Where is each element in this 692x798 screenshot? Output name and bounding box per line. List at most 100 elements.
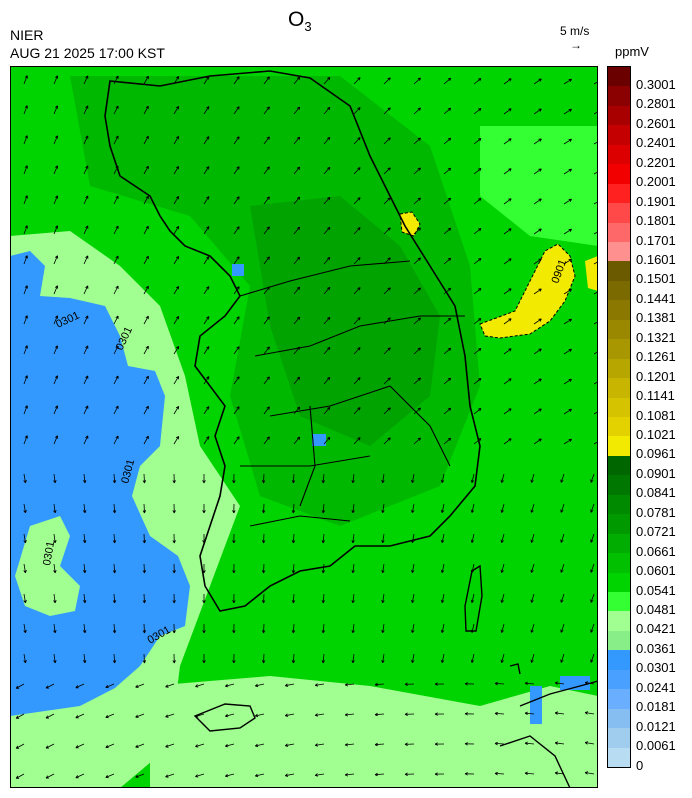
wind-arrow-icon [563, 408, 572, 415]
wind-arrow-icon [411, 563, 415, 574]
wind-arrow-icon [314, 713, 325, 717]
wind-arrow-icon [530, 533, 535, 543]
wind-arrow-icon [232, 473, 236, 484]
wind-arrow-icon [261, 653, 266, 664]
wind-arrow-icon [232, 623, 236, 634]
field-blue-spot [232, 264, 244, 276]
wind-arrow-icon [113, 225, 119, 235]
wind-arrow-icon [563, 168, 572, 175]
contour-label: 0301 [41, 540, 57, 566]
wind-arrow-icon [82, 593, 87, 604]
wind-arrow-icon [143, 315, 149, 325]
wind-arrow-icon [173, 405, 180, 415]
wind-arrow-icon [263, 376, 270, 385]
wind-arrow-icon [53, 653, 57, 664]
wind-arrow-icon [524, 771, 535, 776]
wind-arrow-icon [470, 623, 475, 633]
wind-arrow-icon [172, 653, 176, 664]
wind-arrow-icon [53, 473, 57, 484]
wind-arrow-icon [443, 377, 452, 385]
wind-arrow-icon [15, 683, 25, 689]
wind-arrow-icon [473, 78, 482, 85]
wind-arrow-icon [533, 198, 542, 205]
wind-arrow-icon [82, 473, 87, 484]
wind-arrow-icon [473, 198, 482, 205]
wind-arrow-icon [413, 287, 421, 295]
wind-arrow-icon [293, 136, 301, 145]
wind-arrow-icon [560, 473, 565, 483]
wind-arrow-icon [500, 533, 505, 543]
wind-arrow-icon [105, 683, 115, 689]
wind-arrow-icon [434, 742, 445, 746]
wind-arrow-icon [323, 436, 331, 445]
wind-arrow-icon [321, 533, 326, 544]
wind-arrow-icon [323, 76, 331, 85]
colorbar-swatch [608, 144, 630, 165]
wind-arrow-icon [533, 228, 542, 235]
wind-arrow-icon [143, 195, 149, 205]
colorbar-swatch [608, 475, 630, 496]
wind-arrow-icon [82, 653, 87, 664]
wind-arrow-icon [143, 345, 149, 355]
wind-arrow-icon [82, 533, 87, 544]
wind-arrow-icon [323, 136, 331, 145]
wind-arrow-icon [293, 106, 301, 115]
wind-arrow-icon [203, 136, 210, 145]
wind-arrow-icon [172, 623, 176, 634]
colorbar [607, 66, 631, 768]
wind-arrow-icon [23, 135, 28, 145]
wind-arrow-icon [75, 773, 85, 779]
colorbar-swatch [608, 708, 630, 729]
wind-arrow-icon [344, 773, 355, 777]
wind-arrow-icon [15, 713, 25, 719]
colorbar-label: 0.1901 [636, 193, 676, 209]
wind-arrow-icon [381, 473, 385, 484]
wind-arrow-icon [23, 345, 28, 355]
colorbar-swatch [608, 319, 630, 340]
colorbar-swatch [608, 455, 630, 476]
wind-arrow-icon [411, 653, 415, 664]
wind-arrow-icon [143, 75, 149, 85]
wind-arrow-icon [524, 711, 535, 716]
colorbar-label: 0.1141 [636, 388, 675, 404]
wind-arrow-icon [263, 406, 270, 415]
colorbar-label: 0.2401 [636, 135, 676, 151]
colorbar-label: 0.0121 [636, 718, 676, 734]
wind-arrow-icon [82, 623, 87, 634]
wind-arrow-icon [45, 713, 55, 719]
colorbar-label: 0.0901 [636, 465, 676, 481]
wind-arrow-icon [473, 168, 482, 175]
wind-arrow-icon [351, 563, 355, 574]
wind-arrow-icon [173, 375, 180, 385]
wind-arrow-icon [202, 624, 206, 634]
wind-arrow-icon [293, 346, 301, 355]
wind-arrow-icon [374, 712, 385, 717]
wind-arrow-icon [383, 227, 391, 235]
wind-arrow-icon [172, 503, 176, 514]
wind-arrow-icon [23, 165, 28, 175]
wind-arrow-icon [470, 533, 475, 543]
header-org: NIER [10, 27, 44, 43]
wind-arrow-icon [112, 623, 117, 634]
wind-arrow-icon [82, 503, 87, 514]
colorbar-label: 0.2601 [636, 115, 676, 131]
colorbar-label: 0.1441 [636, 290, 676, 306]
colorbar-swatch [608, 417, 630, 437]
wind-arrow-icon [203, 76, 210, 85]
wind-arrow-icon [560, 503, 565, 513]
wind-arrow-icon [351, 623, 355, 634]
wind-arrow-icon [353, 377, 361, 385]
wind-arrow-icon [291, 503, 296, 514]
wind-arrow-icon [524, 741, 535, 746]
wind-arrow-icon [293, 256, 301, 265]
wind-arrow-icon [15, 743, 25, 749]
wind-arrow-icon [53, 285, 59, 295]
wind-arrow-icon [323, 166, 331, 175]
wind-arrow-icon [83, 135, 89, 145]
wind-arrow-icon [590, 473, 595, 483]
wind-arrow-icon [195, 713, 205, 718]
wind-arrow-icon [172, 593, 176, 604]
field-light-green-island [15, 516, 80, 616]
wind-arrow-icon [530, 473, 535, 483]
wind-arrow-icon [113, 255, 119, 265]
